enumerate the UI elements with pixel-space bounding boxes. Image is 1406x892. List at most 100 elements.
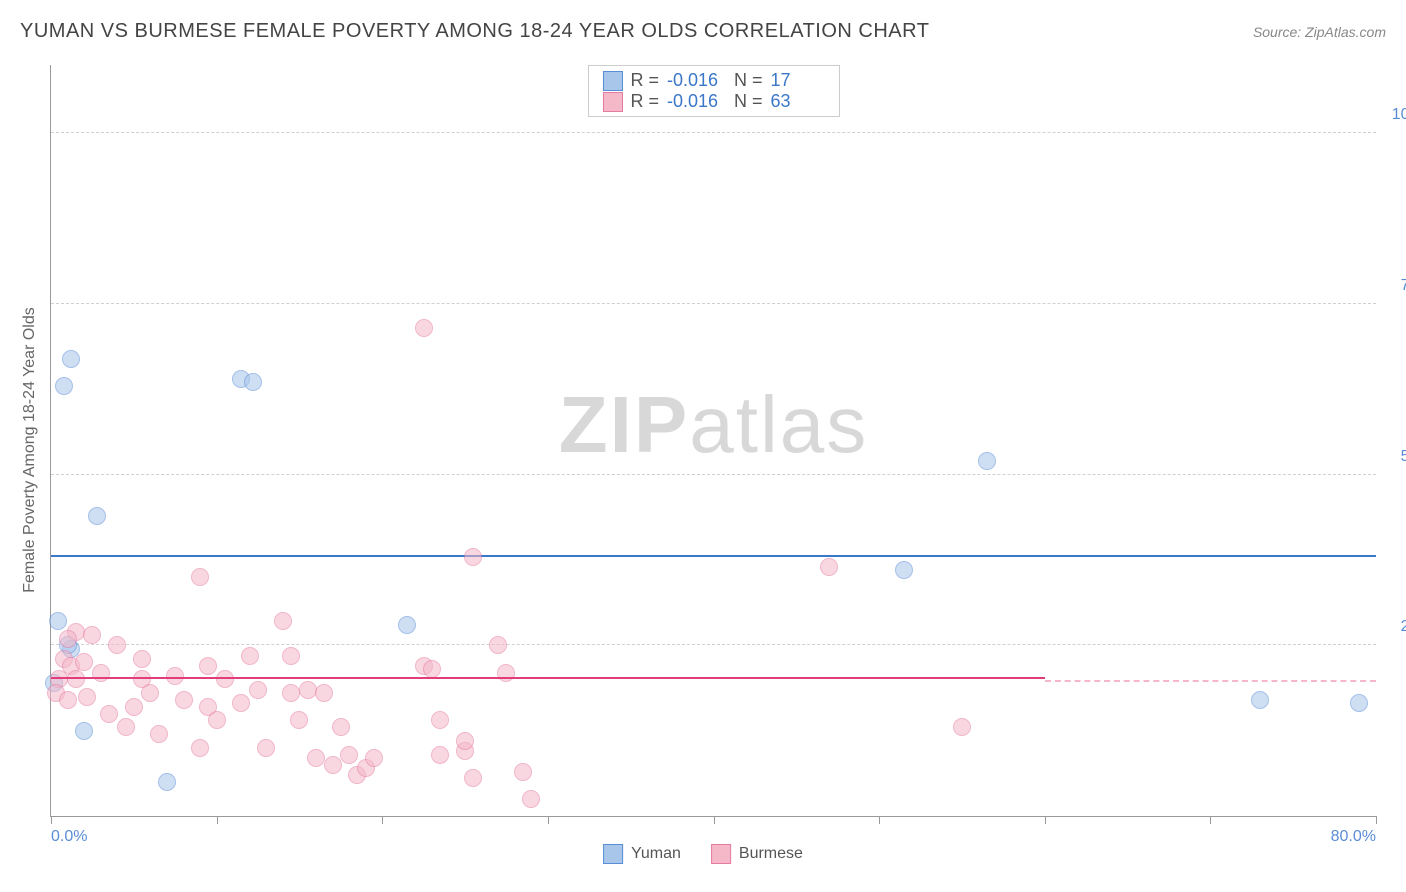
scatter-point bbox=[522, 790, 540, 808]
scatter-point bbox=[78, 688, 96, 706]
trend-line bbox=[51, 677, 1045, 679]
x-tick bbox=[1045, 816, 1046, 824]
legend: Yuman Burmese bbox=[603, 844, 803, 864]
n-value: 17 bbox=[771, 70, 825, 91]
n-value: 63 bbox=[771, 91, 825, 112]
scatter-point bbox=[489, 636, 507, 654]
gridline bbox=[51, 303, 1376, 304]
scatter-point bbox=[108, 636, 126, 654]
scatter-point bbox=[282, 647, 300, 665]
scatter-point bbox=[49, 612, 67, 630]
legend-item: Burmese bbox=[711, 844, 803, 864]
x-tick bbox=[879, 816, 880, 824]
scatter-point bbox=[1251, 691, 1269, 709]
scatter-point bbox=[307, 749, 325, 767]
r-label: R = bbox=[630, 91, 659, 112]
source-attribution: Source: ZipAtlas.com bbox=[1253, 24, 1386, 40]
scatter-point bbox=[244, 373, 262, 391]
y-tick-label: 25.0% bbox=[1401, 618, 1406, 636]
gridline bbox=[51, 474, 1376, 475]
x-tick-label: 0.0% bbox=[51, 828, 87, 846]
scatter-point bbox=[150, 725, 168, 743]
scatter-point bbox=[216, 670, 234, 688]
gridline bbox=[51, 644, 1376, 645]
scatter-point bbox=[232, 694, 250, 712]
scatter-point bbox=[431, 711, 449, 729]
scatter-point bbox=[953, 718, 971, 736]
scatter-point bbox=[55, 377, 73, 395]
x-tick bbox=[217, 816, 218, 824]
x-tick bbox=[1210, 816, 1211, 824]
scatter-point bbox=[497, 664, 515, 682]
x-tick-label: 80.0% bbox=[1331, 828, 1376, 846]
scatter-point bbox=[83, 626, 101, 644]
scatter-plot: ZIPatlas R = -0.016 N = 17R = -0.016 N =… bbox=[50, 65, 1376, 817]
scatter-point bbox=[895, 561, 913, 579]
scatter-point bbox=[100, 705, 118, 723]
scatter-point bbox=[67, 670, 85, 688]
scatter-point bbox=[820, 558, 838, 576]
scatter-point bbox=[125, 698, 143, 716]
scatter-point bbox=[117, 718, 135, 736]
scatter-point bbox=[315, 684, 333, 702]
scatter-point bbox=[88, 507, 106, 525]
scatter-point bbox=[978, 452, 996, 470]
scatter-point bbox=[398, 616, 416, 634]
y-axis-label: Female Poverty Among 18-24 Year Olds bbox=[21, 307, 39, 593]
scatter-point bbox=[332, 718, 350, 736]
scatter-point bbox=[133, 650, 151, 668]
scatter-point bbox=[365, 749, 383, 767]
scatter-point bbox=[282, 684, 300, 702]
x-tick bbox=[548, 816, 549, 824]
scatter-point bbox=[514, 763, 532, 781]
scatter-point bbox=[456, 732, 474, 750]
x-tick bbox=[1376, 816, 1377, 824]
legend-label: Yuman bbox=[631, 845, 681, 863]
r-value: -0.016 bbox=[667, 70, 721, 91]
scatter-point bbox=[257, 739, 275, 757]
scatter-point bbox=[199, 657, 217, 675]
correlation-stats-box: R = -0.016 N = 17R = -0.016 N = 63 bbox=[587, 65, 839, 117]
scatter-point bbox=[158, 773, 176, 791]
scatter-point bbox=[431, 746, 449, 764]
trend-line-dashed bbox=[1045, 680, 1376, 682]
scatter-point bbox=[324, 756, 342, 774]
n-label: N = bbox=[729, 70, 763, 91]
x-tick bbox=[714, 816, 715, 824]
legend-swatch bbox=[602, 92, 622, 112]
scatter-point bbox=[299, 681, 317, 699]
legend-label: Burmese bbox=[739, 845, 803, 863]
scatter-point bbox=[241, 647, 259, 665]
scatter-point bbox=[92, 664, 110, 682]
legend-swatch bbox=[711, 844, 731, 864]
x-tick bbox=[382, 816, 383, 824]
scatter-point bbox=[464, 769, 482, 787]
scatter-point bbox=[175, 691, 193, 709]
legend-swatch bbox=[603, 844, 623, 864]
x-tick bbox=[51, 816, 52, 824]
chart-header: YUMAN VS BURMESE FEMALE POVERTY AMONG 18… bbox=[20, 20, 1386, 43]
scatter-point bbox=[423, 660, 441, 678]
scatter-point bbox=[141, 684, 159, 702]
scatter-point bbox=[191, 739, 209, 757]
scatter-point bbox=[274, 612, 292, 630]
scatter-point bbox=[75, 653, 93, 671]
y-tick-label: 50.0% bbox=[1401, 448, 1406, 466]
scatter-point bbox=[59, 691, 77, 709]
chart-area: Female Poverty Among 18-24 Year Olds ZIP… bbox=[50, 65, 1376, 817]
scatter-point bbox=[1350, 694, 1368, 712]
chart-title: YUMAN VS BURMESE FEMALE POVERTY AMONG 18… bbox=[20, 20, 929, 43]
legend-item: Yuman bbox=[603, 844, 681, 864]
scatter-point bbox=[290, 711, 308, 729]
watermark: ZIPatlas bbox=[559, 379, 868, 471]
r-label: R = bbox=[630, 70, 659, 91]
scatter-point bbox=[62, 350, 80, 368]
scatter-point bbox=[191, 568, 209, 586]
scatter-point bbox=[249, 681, 267, 699]
gridline bbox=[51, 132, 1376, 133]
scatter-point bbox=[340, 746, 358, 764]
scatter-point bbox=[75, 722, 93, 740]
scatter-point bbox=[464, 548, 482, 566]
stats-row: R = -0.016 N = 63 bbox=[602, 91, 824, 112]
trend-line bbox=[51, 555, 1376, 557]
